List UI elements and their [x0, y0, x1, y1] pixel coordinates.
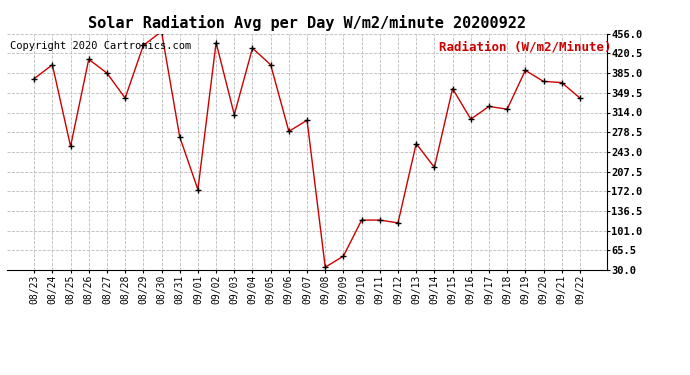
Text: Copyright 2020 Cartronics.com: Copyright 2020 Cartronics.com [10, 41, 191, 51]
Text: Radiation (W/m2/Minute): Radiation (W/m2/Minute) [439, 41, 611, 54]
Title: Solar Radiation Avg per Day W/m2/minute 20200922: Solar Radiation Avg per Day W/m2/minute … [88, 15, 526, 31]
